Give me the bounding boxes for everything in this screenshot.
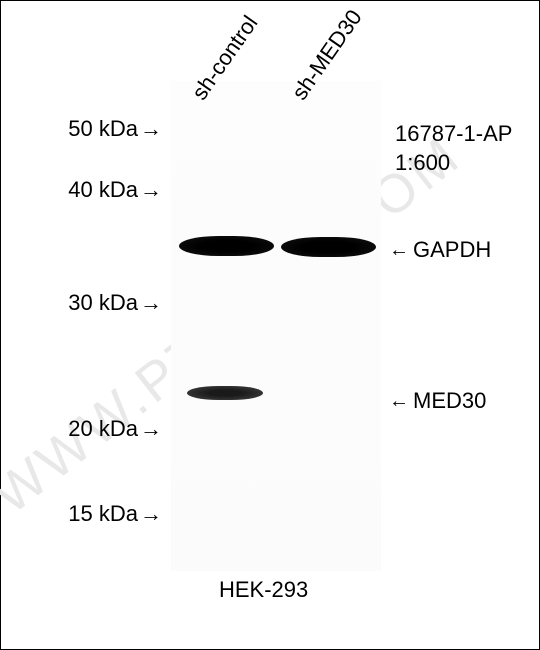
mw-marker-30: 30 kDa→: [68, 290, 162, 316]
mw-marker-20: 20 kDa→: [68, 416, 162, 442]
mw-text: 30 kDa: [68, 290, 138, 315]
antibody-info: 16787-1-AP 1:600: [395, 120, 512, 177]
mw-marker-40: 40 kDa→: [68, 177, 162, 203]
arrow-right-icon: →: [140, 416, 162, 442]
protein-label-med30: ←MED30: [389, 388, 486, 414]
band-med30-lane1: [187, 386, 263, 400]
arrow-left-icon: ←: [389, 390, 409, 413]
antibody-dilution: 1:600: [395, 149, 512, 178]
arrow-right-icon: →: [140, 177, 162, 203]
arrow-right-icon: →: [140, 116, 162, 142]
arrow-right-icon: →: [140, 501, 162, 527]
arrow-left-icon: ←: [389, 239, 409, 262]
membrane-area: [171, 81, 381, 571]
mw-text: 20 kDa: [68, 416, 138, 441]
arrow-right-icon: →: [140, 290, 162, 316]
mw-marker-15: 15 kDa→: [68, 501, 162, 527]
protein-name: GAPDH: [413, 237, 491, 263]
band-gapdh-lane1: [179, 236, 274, 256]
mw-text: 50 kDa: [68, 116, 138, 141]
mw-text: 40 kDa: [68, 177, 138, 202]
blot-figure: WWW.PTGLAB.COM sh-control sh-MED30 50 kD…: [0, 0, 540, 650]
band-gapdh-lane2: [281, 237, 376, 257]
protein-label-gapdh: ←GAPDH: [389, 237, 491, 263]
mw-marker-50: 50 kDa→: [68, 116, 162, 142]
sample-name: HEK-293: [219, 577, 308, 603]
antibody-catalog: 16787-1-AP: [395, 120, 512, 149]
protein-name: MED30: [413, 388, 486, 414]
mw-text: 15 kDa: [68, 501, 138, 526]
